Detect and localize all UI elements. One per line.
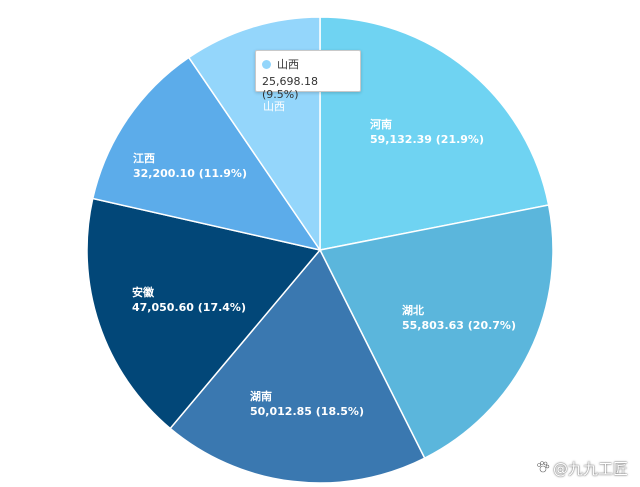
paw-icon [536, 460, 550, 478]
pie-slice-0[interactable] [319, 16, 550, 251]
tooltip-color-dot [262, 59, 271, 69]
slice-name-label: 江西 [133, 151, 155, 165]
tooltip-value: 25,698.18 (9.5%) [262, 75, 318, 101]
tooltip: 山西 25,698.18 (9.5%) [255, 50, 361, 101]
slice-name-label: 河南 [370, 117, 392, 131]
slice-name-label: 山西 [263, 100, 285, 113]
slice-value-label: 59,132.39 (21.9%) [370, 133, 484, 146]
slice-name-label: 湖北 [402, 303, 424, 317]
slice-name-label: 安徽 [132, 285, 155, 299]
watermark: @九九工匠 [536, 458, 628, 479]
slice-value-label: 50,012.85 (18.5%) [250, 405, 364, 418]
tooltip-name: 山西 [277, 58, 299, 71]
pie-slice-3[interactable] [86, 197, 322, 430]
slice-value-label: 32,200.10 (11.9%) [133, 167, 247, 180]
pie-slice-4[interactable] [91, 56, 322, 252]
slice-value-label: 55,803.63 (20.7%) [402, 319, 516, 332]
watermark-text: @九九工匠 [552, 460, 628, 478]
pie-slice-2[interactable] [169, 248, 426, 484]
slice-name-label: 湖南 [250, 389, 272, 403]
slice-value-label: 47,050.60 (17.4%) [132, 301, 246, 314]
pie-slice-1[interactable] [318, 204, 554, 460]
